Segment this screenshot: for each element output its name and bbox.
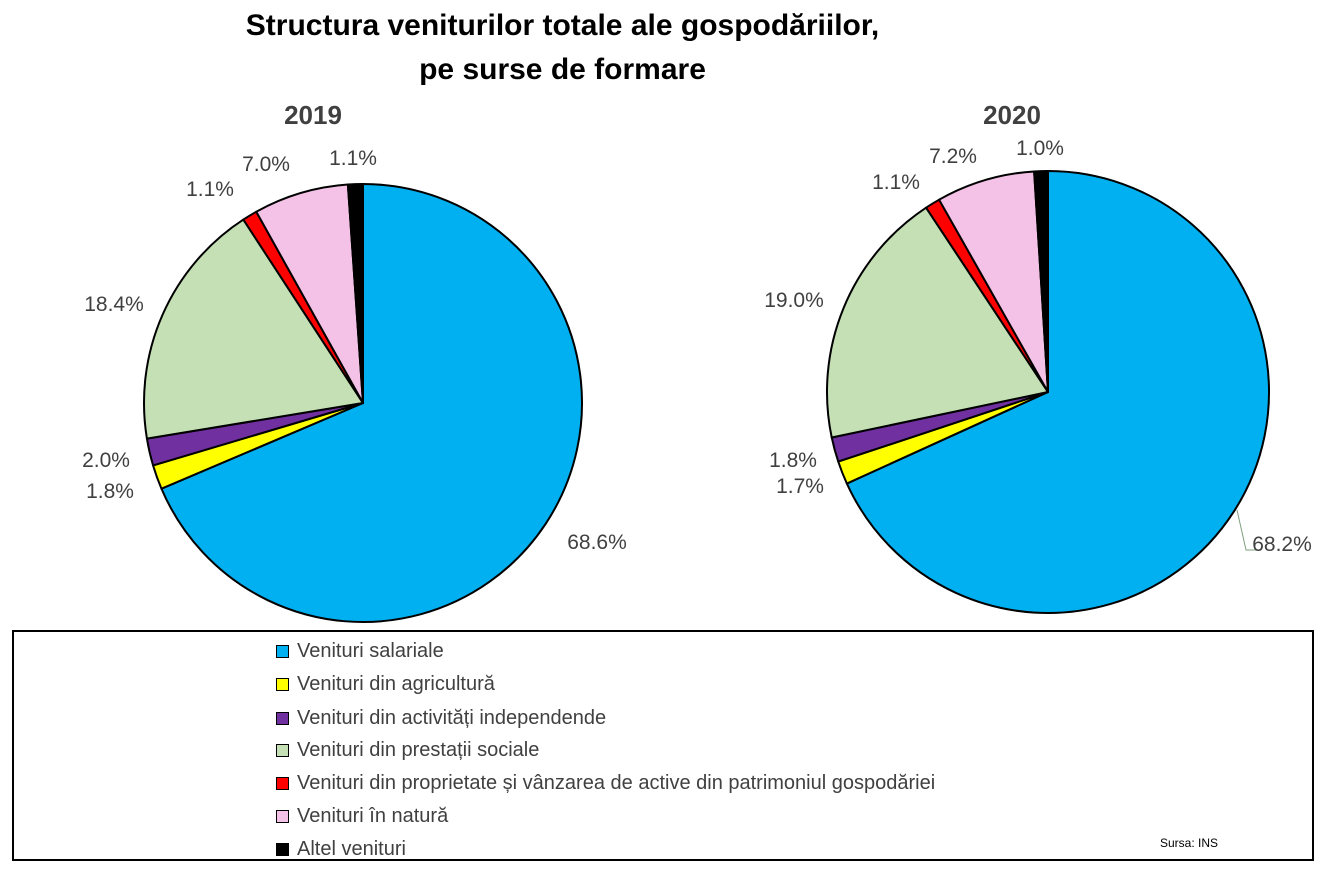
legend-label: Venituri din proprietate și vânzarea de … — [297, 771, 936, 794]
legend-swatch — [276, 644, 289, 658]
data-label-2019-2: 1.8% — [86, 480, 134, 503]
source-note: Sursa: INS — [1160, 836, 1219, 850]
legend-swatch — [276, 711, 289, 725]
legend-item: Venituri din agricultură — [276, 672, 495, 696]
data-label-2020-6: 7.2% — [929, 145, 977, 168]
data-label-2019-7: 1.1% — [329, 147, 377, 170]
data-label-2019-1: 68.6% — [567, 531, 627, 554]
data-label-2020-4: 19.0% — [764, 289, 824, 312]
data-label-2019-3: 2.0% — [82, 449, 130, 472]
data-label-2020-2: 1.7% — [776, 475, 824, 498]
pie-slice-2020-6 — [938, 170, 1049, 393]
legend-label: Venituri în natură — [297, 804, 449, 827]
legend-label: Venituri din activități independende — [297, 706, 607, 729]
legend-swatch — [276, 743, 289, 757]
legend-label: Altel venituri — [297, 837, 406, 860]
legend-swatch — [276, 842, 289, 856]
data-label-2019-5: 1.1% — [186, 178, 234, 201]
chart-title-line-2: pe surse de formare — [419, 53, 706, 86]
pie-slice-2020-1 — [845, 170, 1270, 614]
legend-label: Venituri din prestații sociale — [297, 738, 540, 761]
pie-charts: 2019 68.6% 1.8% 2.0% 18.4% 1.1% 7.0% 1.1% 2020 68… — [82, 100, 1312, 623]
chart-title-line-1: Structura veniturilor totale ale gospodă… — [245, 9, 880, 42]
data-label-2020-1: 68.2% — [1252, 533, 1312, 556]
pie-year-2019: 2019 — [284, 100, 342, 130]
pie-slice-2020-7 — [1033, 170, 1049, 393]
data-label-2019-4: 18.4% — [84, 293, 144, 316]
pie-slice-2019-7 — [346, 182, 364, 404]
legend-swatch — [276, 809, 289, 823]
chart-title: Structura veniturilor totale ale gospodă… — [0, 4, 1125, 92]
data-label-2020-5: 1.1% — [872, 171, 920, 194]
legend-item: Venituri din proprietate și vânzarea de … — [276, 771, 935, 795]
data-label-2019-6: 7.0% — [242, 153, 290, 176]
legend-item: Altel venituri — [276, 837, 406, 861]
pie-slice-2019-4 — [143, 218, 364, 440]
legend-label: Venituri salariale — [297, 639, 444, 662]
pie-slice-2020-4 — [826, 206, 1049, 439]
data-label-2020-7: 1.0% — [1016, 137, 1064, 160]
legend-item: Venituri în natură — [276, 804, 448, 828]
pie-chart-2019: 2019 68.6% 1.8% 2.0% 18.4% 1.1% 7.0% 1.1% — [82, 100, 627, 623]
legend-swatch — [276, 677, 289, 691]
legend-swatch — [276, 776, 289, 790]
pie-year-2020: 2020 — [983, 100, 1041, 130]
legend-item: Venituri din activități independende — [276, 706, 606, 730]
legend-item: Venituri din prestații sociale — [276, 738, 539, 762]
leader-line-2020 — [1236, 509, 1260, 551]
legend: Venituri salariale Venituri din agricultu… — [12, 630, 1314, 861]
pie-slice-2019-1 — [160, 183, 583, 623]
data-label-2020-3: 1.8% — [769, 449, 817, 472]
legend-item: Venituri salariale — [276, 639, 444, 663]
legend-label: Venituri din agricultură — [297, 672, 495, 695]
pie-chart-2020: 2020 68.2% 1.7% 1.8% 19.0% 1.1% 7.2% 1.0% — [764, 100, 1312, 614]
